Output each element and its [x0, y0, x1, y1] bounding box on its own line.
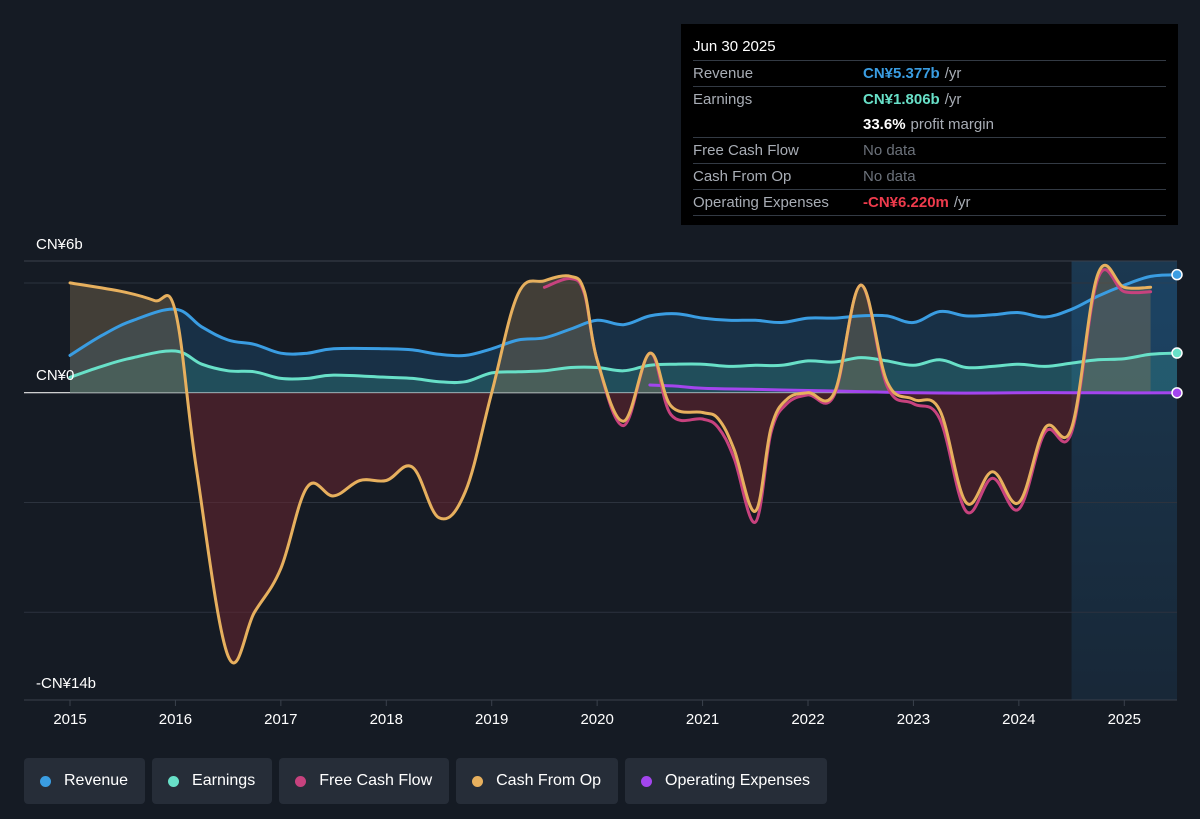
y-tick-label: -CN¥14b	[36, 675, 96, 692]
tooltip-value: CN¥5.377b	[863, 65, 940, 82]
legend-item-revenue[interactable]: Revenue	[24, 758, 146, 804]
tooltip-value: -CN¥6.220m	[863, 194, 949, 211]
legend-label: Operating Expenses	[665, 772, 811, 789]
cash-from-op-line	[68, 263, 1153, 665]
legend-item-earnings[interactable]: Earnings	[152, 758, 273, 804]
tooltip-label: Free Cash Flow	[693, 142, 799, 159]
x-tick-label: 2017	[264, 711, 297, 728]
tooltip-date: Jun 30 2025	[693, 38, 776, 55]
legend-dot-icon	[40, 775, 51, 787]
x-tick-label: 2022	[791, 711, 824, 728]
legend-label: Cash From Op	[496, 772, 602, 789]
x-tick-label: 2025	[1108, 711, 1141, 728]
legend-label: Earnings	[192, 772, 256, 789]
tooltip-unit: /yr	[953, 194, 971, 211]
legend-dot-icon	[295, 775, 307, 787]
revenue-end-marker	[1171, 268, 1183, 281]
tooltip-unit: /yr	[944, 91, 962, 108]
y-tick-label: CN¥6b	[36, 236, 83, 253]
x-tick-label: 2021	[686, 711, 719, 728]
tooltip-row-free-cash-flow: Free Cash Flow No data	[693, 137, 1166, 163]
tooltip-unit: /yr	[944, 65, 962, 82]
tooltip-row-cash-from-op: Cash From Op No data	[693, 163, 1166, 189]
tooltip-row-revenue: Revenue CN¥5.377b /yr	[693, 60, 1166, 86]
legend-label: Revenue	[64, 772, 129, 789]
earnings-line	[68, 349, 1179, 385]
legend-item-operating-expenses[interactable]: Operating Expenses	[625, 758, 828, 804]
revenue-line	[68, 273, 1179, 358]
tooltip-row-profit-margin: 33.6% profit margin	[693, 112, 1166, 137]
tooltip-label: Cash From Op	[693, 168, 792, 185]
legend-dot-icon	[472, 775, 484, 787]
tooltip-row-earnings: Earnings CN¥1.806b /yr	[693, 86, 1166, 112]
tooltip-unit: profit margin	[910, 116, 994, 133]
tooltip-value: 33.6%	[863, 116, 906, 133]
tooltip-panel: Jun 30 2025 Revenue CN¥5.377b /yr Earnin…	[681, 24, 1178, 225]
legend-item-cash-from-op[interactable]: Cash From Op	[456, 758, 619, 804]
legend-item-free-cash-flow[interactable]: Free Cash Flow	[279, 758, 450, 804]
legend-label: Free Cash Flow	[319, 772, 433, 789]
x-tick-label: 2023	[897, 711, 930, 728]
operating-expenses-line	[648, 383, 1179, 395]
tooltip-value: No data	[863, 142, 916, 159]
x-tick-label: 2020	[580, 711, 613, 728]
tooltip-label: Revenue	[693, 65, 754, 82]
y-tick-label: CN¥0	[36, 367, 74, 384]
legend-dot-icon	[168, 775, 180, 787]
x-tick-label: 2018	[370, 711, 403, 728]
x-tick-label: 2024	[1002, 711, 1035, 728]
tooltip-value: CN¥1.806b	[863, 91, 940, 108]
tooltip-row-operating-expenses: Operating Expenses -CN¥6.220m /yr	[693, 189, 1166, 216]
x-tick-label: 2019	[475, 711, 508, 728]
tooltip-label: Earnings	[693, 91, 753, 108]
legend-dot-icon	[641, 775, 653, 787]
tooltip-label	[693, 112, 863, 137]
legend: Revenue Earnings Free Cash Flow Cash Fro…	[24, 758, 834, 804]
tooltip-value: No data	[863, 168, 916, 185]
forecast-region	[1071, 261, 1177, 700]
x-tick-label: 2015	[53, 711, 86, 728]
earnings-end-marker	[1171, 347, 1183, 359]
operating-expenses-end-marker	[1171, 387, 1183, 399]
tooltip-label: Operating Expenses	[693, 194, 829, 211]
x-tick-label: 2016	[159, 711, 192, 728]
cash-from-op-negative-area	[186, 392, 1079, 663]
